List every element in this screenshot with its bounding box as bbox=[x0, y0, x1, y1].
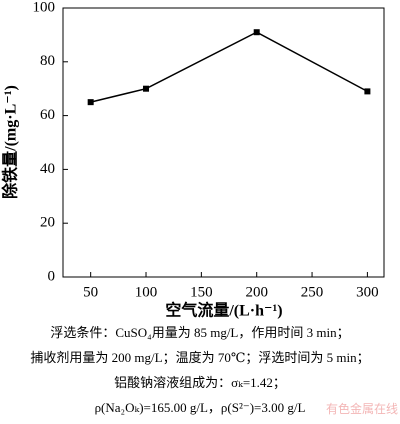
y-tick-label: 100 bbox=[33, 0, 56, 15]
x-tick-label: 100 bbox=[135, 284, 158, 300]
plot-frame bbox=[62, 7, 385, 278]
point-marker bbox=[364, 88, 371, 95]
y-tick-label: 40 bbox=[40, 161, 55, 177]
y-axis-label: 除铁量/(mg·L⁻¹) bbox=[1, 85, 20, 199]
point-marker bbox=[253, 29, 260, 36]
point-marker bbox=[87, 99, 94, 106]
x-tick-label: 150 bbox=[190, 284, 213, 300]
caption-line: 捕收剂用量为 200 mg/L；温度为 70℃；浮选时间为 5 min； bbox=[30, 350, 369, 366]
caption-line: 浮选条件：CuSO₄用量为 85 mg/L，作用时间 3 min； bbox=[50, 325, 349, 341]
x-tick-label: 50 bbox=[83, 284, 98, 300]
point-marker bbox=[143, 85, 150, 92]
x-tick-label: 300 bbox=[356, 284, 379, 300]
watermark: 有色金属在线 bbox=[326, 401, 398, 416]
x-axis-label: 空气流量/(L·h⁻¹) bbox=[165, 301, 282, 320]
x-tick-label: 250 bbox=[301, 284, 324, 300]
y-tick-label: 80 bbox=[40, 53, 55, 69]
y-tick-label: 20 bbox=[40, 215, 55, 231]
x-tick-label: 200 bbox=[245, 284, 268, 300]
y-tick-label: 0 bbox=[48, 268, 56, 284]
series-line bbox=[90, 31, 368, 103]
caption-line: 铝酸钠溶液组成为：σₖ=1.42； bbox=[114, 375, 286, 391]
caption-line: ρ(Na₂Oₖ)=165.00 g/L，ρ(S²⁻)=3.00 g/L bbox=[95, 400, 306, 415]
y-tick-label: 60 bbox=[40, 107, 55, 123]
